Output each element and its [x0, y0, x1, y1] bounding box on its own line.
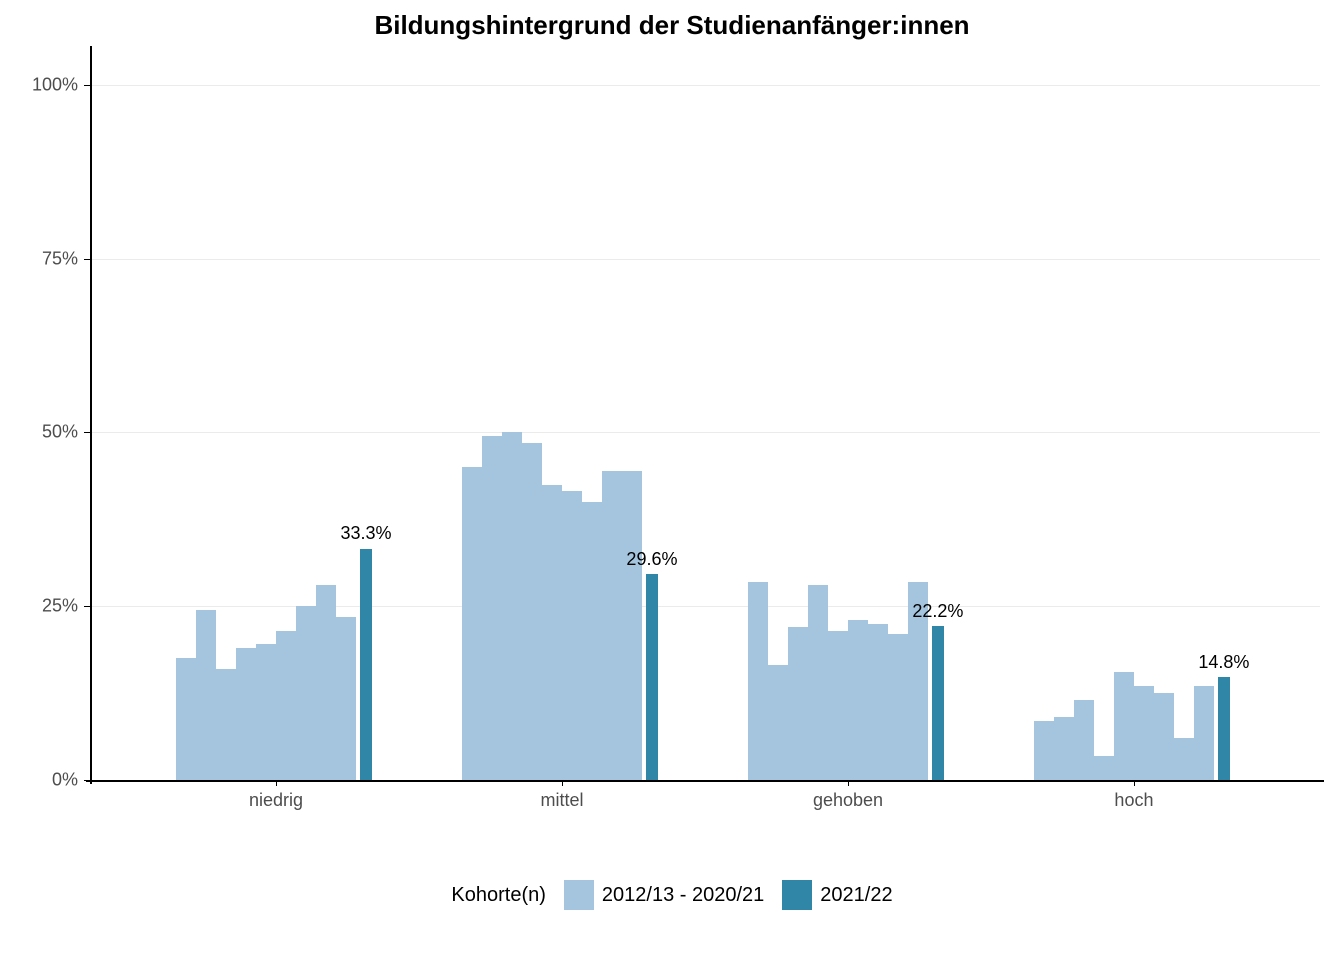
bar-historical — [176, 658, 196, 780]
bar-historical — [582, 502, 602, 780]
bar-current — [646, 574, 658, 780]
y-tick-label: 100% — [32, 74, 78, 95]
y-tick-label: 50% — [42, 422, 78, 443]
bar-historical — [522, 443, 542, 780]
bar-historical — [1114, 672, 1134, 780]
bar-historical — [1094, 756, 1114, 780]
gridline — [90, 606, 1320, 607]
bar-historical — [542, 485, 562, 780]
chart-title: Bildungshintergrund der Studienanfänger:… — [0, 10, 1344, 41]
bar-historical — [1194, 686, 1214, 780]
x-category-label: mittel — [540, 790, 583, 811]
y-tick-label: 25% — [42, 596, 78, 617]
bar-historical — [748, 582, 768, 780]
bar-value-label: 29.6% — [626, 549, 677, 570]
bar-value-label: 14.8% — [1198, 652, 1249, 673]
legend: Kohorte(n) 2012/13 - 2020/21 2021/22 — [0, 880, 1344, 910]
x-tick-mark — [848, 780, 849, 786]
bar-historical — [768, 665, 788, 780]
bar-historical — [336, 617, 356, 780]
x-tick-mark — [562, 780, 563, 786]
gridline — [90, 259, 1320, 260]
bar-historical — [1054, 717, 1074, 780]
x-axis-line — [86, 780, 1324, 782]
x-tick-mark — [1134, 780, 1135, 786]
legend-swatch — [782, 880, 812, 910]
bar-historical — [1074, 700, 1094, 780]
bar-current — [932, 626, 944, 780]
bar-historical — [868, 624, 888, 780]
bar-current — [1218, 677, 1230, 780]
y-tick-label: 0% — [52, 770, 78, 791]
bar-historical — [236, 648, 256, 780]
plot-area: 33.3% 29.6% 22.2% 14.8% — [90, 50, 1320, 780]
x-tick-mark — [276, 780, 277, 786]
bar-historical — [256, 644, 276, 780]
legend-label: 2021/22 — [820, 884, 892, 907]
legend-label: 2012/13 - 2020/21 — [602, 884, 764, 907]
x-category-label: niedrig — [249, 790, 303, 811]
bar-historical — [1174, 738, 1194, 780]
gridline — [90, 85, 1320, 86]
bar-historical — [216, 669, 236, 780]
bar-historical — [1134, 686, 1154, 780]
bar-current — [360, 549, 372, 781]
gridline — [90, 432, 1320, 433]
y-tick-label: 75% — [42, 248, 78, 269]
bar-historical — [1154, 693, 1174, 780]
legend-item: 2012/13 - 2020/21 — [564, 880, 764, 910]
bar-historical — [502, 432, 522, 780]
legend-swatch — [564, 880, 594, 910]
bar-historical — [788, 627, 808, 780]
bar-historical — [808, 585, 828, 780]
legend-title: Kohorte(n) — [451, 884, 546, 907]
x-category-label: hoch — [1114, 790, 1153, 811]
legend-item: 2021/22 — [782, 880, 892, 910]
bar-value-label: 33.3% — [340, 523, 391, 544]
bar-historical — [462, 467, 482, 780]
bar-historical — [848, 620, 868, 780]
bar-historical — [622, 471, 642, 780]
bar-historical — [562, 491, 582, 780]
bar-historical — [828, 631, 848, 780]
bar-value-label: 22.2% — [912, 601, 963, 622]
bar-historical — [1034, 721, 1054, 780]
y-axis-line — [90, 46, 92, 784]
bar-historical — [602, 471, 622, 780]
bar-historical — [276, 631, 296, 780]
x-category-label: gehoben — [813, 790, 883, 811]
bar-historical — [888, 634, 908, 780]
bar-historical — [482, 436, 502, 780]
bar-historical — [196, 610, 216, 780]
bar-historical — [316, 585, 336, 780]
bar-historical — [296, 606, 316, 780]
chart-container: Bildungshintergrund der Studienanfänger:… — [0, 0, 1344, 960]
